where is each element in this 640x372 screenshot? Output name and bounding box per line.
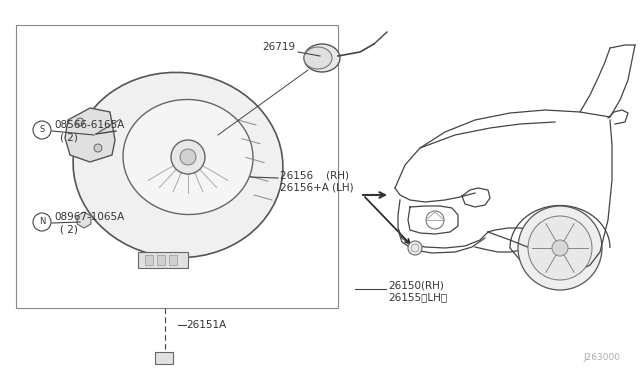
Bar bbox=[169, 255, 177, 265]
Bar bbox=[155, 352, 173, 364]
Circle shape bbox=[180, 149, 196, 165]
Circle shape bbox=[518, 206, 602, 290]
Circle shape bbox=[528, 216, 592, 280]
Ellipse shape bbox=[304, 44, 340, 72]
Circle shape bbox=[33, 213, 51, 231]
Text: ( 2): ( 2) bbox=[60, 132, 78, 142]
Text: N: N bbox=[39, 218, 45, 227]
Text: 26156    (RH): 26156 (RH) bbox=[280, 170, 349, 180]
Bar bbox=[145, 255, 153, 265]
Circle shape bbox=[94, 144, 102, 152]
Text: 26155〈LH〉: 26155〈LH〉 bbox=[388, 292, 447, 302]
Bar bbox=[16, 25, 338, 308]
Circle shape bbox=[552, 240, 568, 256]
Text: 08566-6165A: 08566-6165A bbox=[54, 120, 124, 130]
Text: S: S bbox=[40, 125, 45, 135]
Text: J263000: J263000 bbox=[583, 353, 620, 362]
Ellipse shape bbox=[73, 73, 283, 257]
Text: 08967-1065A: 08967-1065A bbox=[54, 212, 124, 222]
Circle shape bbox=[171, 140, 205, 174]
Circle shape bbox=[426, 211, 444, 229]
Circle shape bbox=[33, 121, 51, 139]
Text: 26151A: 26151A bbox=[186, 320, 227, 330]
Ellipse shape bbox=[304, 47, 332, 69]
Polygon shape bbox=[65, 108, 115, 162]
Text: 26719: 26719 bbox=[262, 42, 295, 52]
Circle shape bbox=[408, 241, 422, 255]
Ellipse shape bbox=[123, 99, 253, 215]
Circle shape bbox=[411, 244, 419, 252]
Text: ( 2): ( 2) bbox=[60, 224, 78, 234]
Bar bbox=[138, 252, 188, 268]
Bar bbox=[157, 255, 165, 265]
Text: 26156+A (LH): 26156+A (LH) bbox=[280, 182, 354, 192]
Text: 26150(RH): 26150(RH) bbox=[388, 280, 444, 290]
Circle shape bbox=[76, 118, 84, 126]
